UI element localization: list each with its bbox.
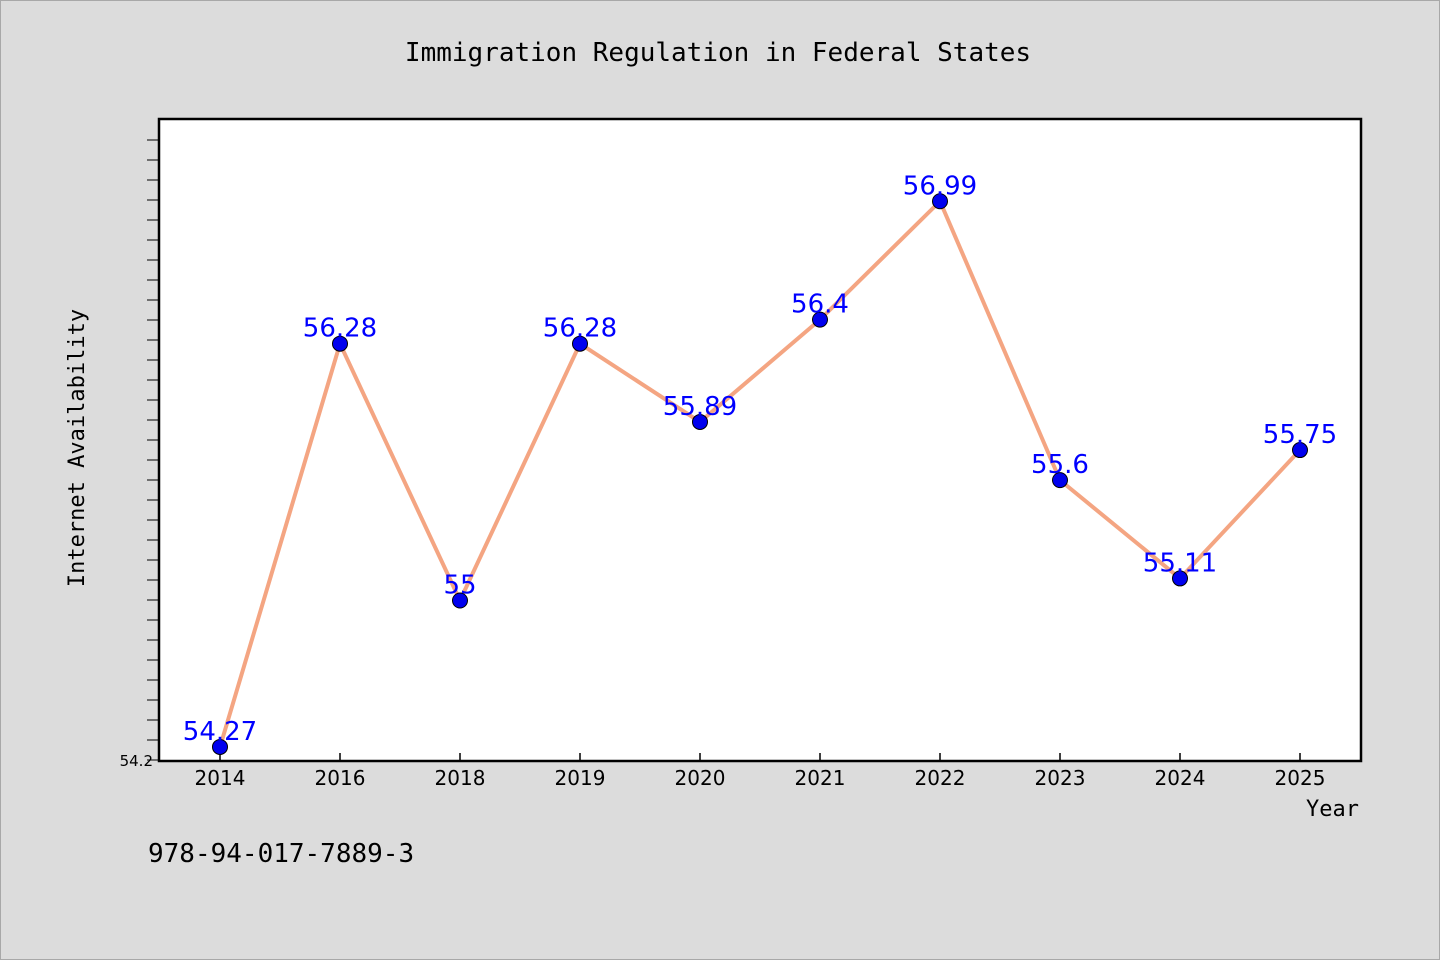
x-axis-ticks: 2014 2016 2018 2019 2020 2021 2022 2023 2024 2025 xyxy=(195,753,1326,790)
data-point xyxy=(452,592,468,609)
data-point xyxy=(932,193,948,210)
data-point xyxy=(1292,442,1308,459)
plot-area xyxy=(157,117,1363,763)
footer-code: 978-94-017-7889-3 xyxy=(148,839,414,869)
x-tick-label: 2022 xyxy=(915,766,966,790)
x-tick-label: 2021 xyxy=(795,766,846,790)
data-point xyxy=(812,311,828,328)
y-tick-label: 54.2 xyxy=(120,752,153,770)
y-axis-label: Internet Availability xyxy=(65,309,90,587)
data-point xyxy=(692,413,708,430)
x-tick-label: 2014 xyxy=(195,766,246,790)
data-point xyxy=(572,335,588,352)
data-label: 56.4 xyxy=(791,290,849,320)
data-point xyxy=(332,335,348,352)
data-label: 55.75 xyxy=(1263,420,1337,450)
data-label: 56.28 xyxy=(543,314,617,344)
x-tick-label: 2020 xyxy=(675,766,726,790)
data-label: 54.27 xyxy=(183,717,257,747)
data-label: 55.11 xyxy=(1143,548,1217,578)
series-line xyxy=(218,199,1302,749)
data-point xyxy=(1052,472,1068,489)
data-label: 56.99 xyxy=(903,171,977,201)
x-tick-label: 2018 xyxy=(435,766,486,790)
data-label-group: 54.27 56.28 55 56.28 55.89 56.4 56.99 55.6 55.11… xyxy=(183,171,1337,747)
data-label: 55.89 xyxy=(663,392,737,422)
x-tick-label: 2023 xyxy=(1035,766,1086,790)
data-point xyxy=(212,738,228,755)
x-tick-label: 2019 xyxy=(555,766,606,790)
data-point xyxy=(1172,570,1188,587)
x-tick-label: 2016 xyxy=(315,766,366,790)
data-label: 56.28 xyxy=(303,314,377,344)
x-tick-label: 2025 xyxy=(1275,766,1326,790)
chart-title: Immigration Regulation in Federal States xyxy=(405,38,1031,68)
y-axis-ticks xyxy=(147,139,159,761)
data-label: 55.6 xyxy=(1031,450,1089,480)
x-axis-label: Year xyxy=(1306,797,1359,822)
data-label: 55 xyxy=(443,571,476,601)
x-tick-label: 2024 xyxy=(1155,766,1206,790)
series-line-group xyxy=(212,193,1308,755)
